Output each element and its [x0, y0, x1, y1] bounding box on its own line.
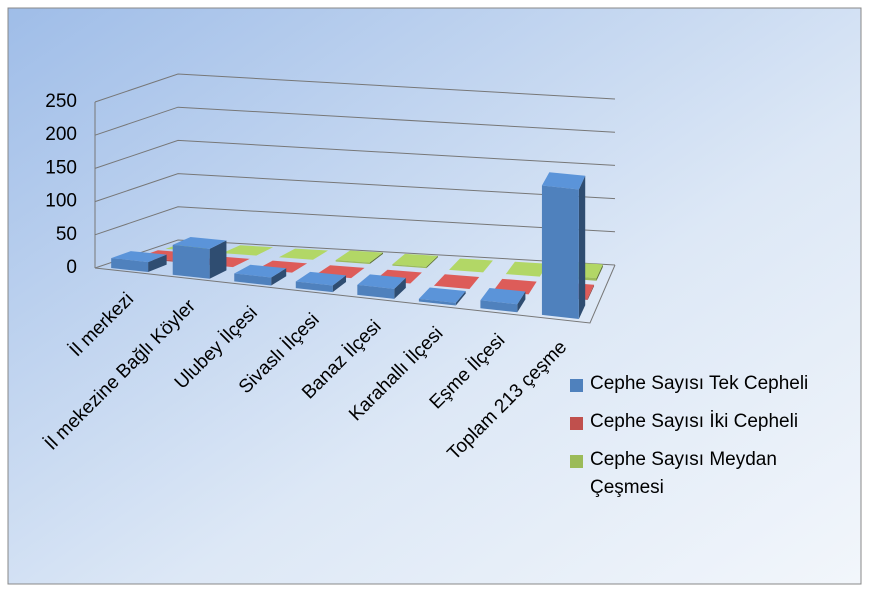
bar-top [357, 274, 406, 289]
legend-label: Cephe Sayısı İki Cepheli [590, 411, 799, 432]
bar-side [148, 254, 167, 273]
y-tick-label: 50 [56, 224, 77, 245]
legend-swatch [570, 417, 583, 430]
y-tick-label: 100 [45, 191, 77, 212]
grid-line [94, 106, 616, 136]
y-tick-label: 250 [45, 91, 77, 112]
bar [335, 260, 370, 264]
bar [392, 264, 427, 269]
bar-top [418, 287, 466, 303]
bar-top [111, 251, 167, 263]
bar [418, 298, 456, 306]
floor [94, 264, 616, 324]
bar-side [271, 268, 287, 286]
bar-side [369, 252, 383, 264]
bar-top [541, 172, 586, 190]
bar [234, 273, 272, 286]
y-tick-label: 0 [66, 257, 77, 278]
legend-item: Cephe Sayısı Meydan Çeşmesi [570, 446, 840, 502]
bar-top [222, 245, 274, 256]
bar-side [209, 240, 227, 279]
y-tick-label: 200 [45, 124, 77, 145]
grid-line [94, 73, 616, 103]
bar [541, 185, 579, 319]
bar-side [587, 284, 595, 300]
legend-label: Cephe Sayısı Tek Cepheli [590, 373, 809, 394]
legend-label: Cephe Sayısı Meydan Çeşmesi [590, 449, 777, 498]
bar [295, 281, 333, 293]
legend-swatch [570, 379, 583, 392]
bar-side [517, 291, 526, 313]
grid-line [94, 173, 616, 203]
bar [357, 284, 395, 299]
bar [172, 244, 210, 279]
bar [480, 300, 518, 313]
bar-side [394, 277, 406, 299]
bar-top [335, 250, 383, 263]
bar-top [392, 253, 438, 267]
grid-line [94, 139, 616, 169]
y-tick-label: 150 [45, 157, 77, 178]
bar-side [596, 264, 603, 281]
bar-top [433, 274, 480, 289]
bar-top [295, 271, 347, 286]
bar [111, 258, 149, 273]
bar-top [449, 258, 493, 273]
bar-side [578, 175, 586, 319]
bar-top [234, 264, 287, 278]
legend-swatch [570, 455, 583, 468]
legend-item: Cephe Sayısı İki Cepheli [570, 408, 840, 436]
bar-side [426, 255, 438, 269]
legend-item: Cephe Sayısı Tek Cepheli [570, 370, 840, 398]
bar-top [480, 287, 526, 305]
bar-top [278, 248, 329, 260]
bar-side [332, 275, 347, 293]
bar-side [455, 290, 466, 306]
legend: Cephe Sayısı Tek Cepheli Cephe Sayısı İki… [570, 370, 860, 512]
grid-line [94, 206, 616, 236]
bar-top [172, 237, 227, 249]
bar-top [505, 261, 548, 277]
